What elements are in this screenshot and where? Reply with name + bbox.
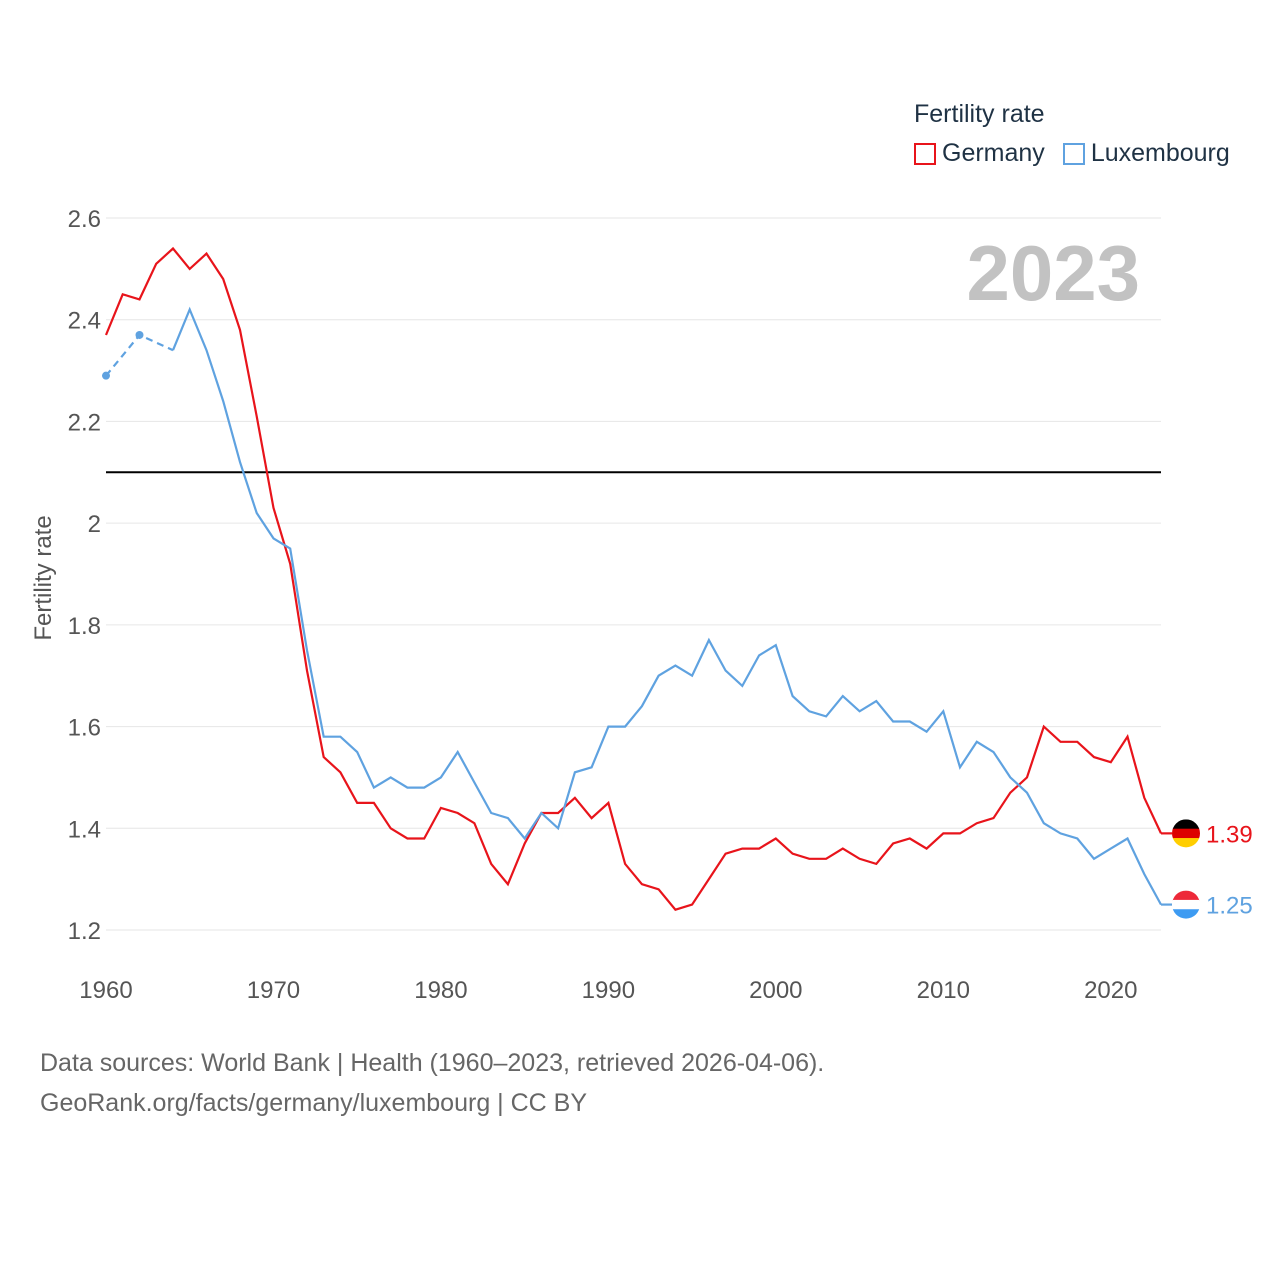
x-tick-label: 1980 <box>414 977 467 1004</box>
year-label: 2023 <box>966 229 1140 317</box>
y-tick-label: 1.4 <box>68 816 101 843</box>
series-line-germany <box>104 246 1162 911</box>
series-line-luxembourg-estimated <box>105 333 174 377</box>
y-tick-label: 1.8 <box>68 613 101 640</box>
x-tick-label: 1960 <box>79 977 132 1004</box>
end-value-luxembourg: 1.25 <box>1206 893 1253 920</box>
data-point-luxembourg <box>135 330 144 339</box>
source-line: Data sources: World Bank | Health (1960–… <box>40 1049 825 1077</box>
y-tick-label: 2.4 <box>68 308 101 335</box>
legend-item-luxembourg[interactable]: Luxembourg <box>1062 139 1230 168</box>
germany-flag-icon <box>1172 819 1200 848</box>
legend-title: Fertility rate <box>914 100 1045 128</box>
y-axis-label: Fertility rate <box>30 515 57 640</box>
y-tick-label: 2.6 <box>68 206 101 233</box>
y-tick-label: 2 <box>88 511 101 538</box>
y-tick-label: 2.2 <box>68 409 101 436</box>
legend-item-germany[interactable]: Germany <box>914 139 1045 168</box>
end-value-germany: 1.39 <box>1206 821 1253 848</box>
x-tick-label: 2000 <box>749 977 802 1004</box>
luxembourg-flag-icon <box>1172 890 1200 919</box>
legend-label-luxembourg: Luxembourg <box>1090 139 1230 167</box>
x-tick-label: 2010 <box>917 977 970 1004</box>
y-axis-ticks: 1.2 1.4 1.6 1.8 2 2.2 2.4 2.6 <box>68 206 101 945</box>
data-sources: Data sources: World Bank | Health (1960–… <box>40 1043 824 1123</box>
data-point-luxembourg <box>102 371 110 380</box>
series-end-labels: 1.39 1.25 <box>1161 819 1253 920</box>
source-link[interactable]: GeoRank.org/facts/germany/luxembourg | C… <box>40 1089 588 1117</box>
series-lines <box>102 246 1162 911</box>
y-tick-label: 1.2 <box>68 918 101 945</box>
y-tick-label: 1.6 <box>68 715 101 742</box>
x-tick-label: 2020 <box>1084 977 1137 1004</box>
x-axis-ticks: 1960 1970 1980 1990 2000 2010 2020 <box>79 977 1137 1004</box>
x-tick-label: 1990 <box>582 977 635 1004</box>
x-tick-label: 1970 <box>247 977 300 1004</box>
grid-lines <box>106 217 1161 931</box>
series-line-luxembourg <box>171 306 1162 906</box>
legend-swatch-luxembourg <box>1062 142 1085 165</box>
legend: Fertility rate Germany Luxembourg <box>914 100 1248 168</box>
legend-label-germany: Germany <box>942 139 1045 167</box>
legend-swatch-germany <box>914 142 936 165</box>
